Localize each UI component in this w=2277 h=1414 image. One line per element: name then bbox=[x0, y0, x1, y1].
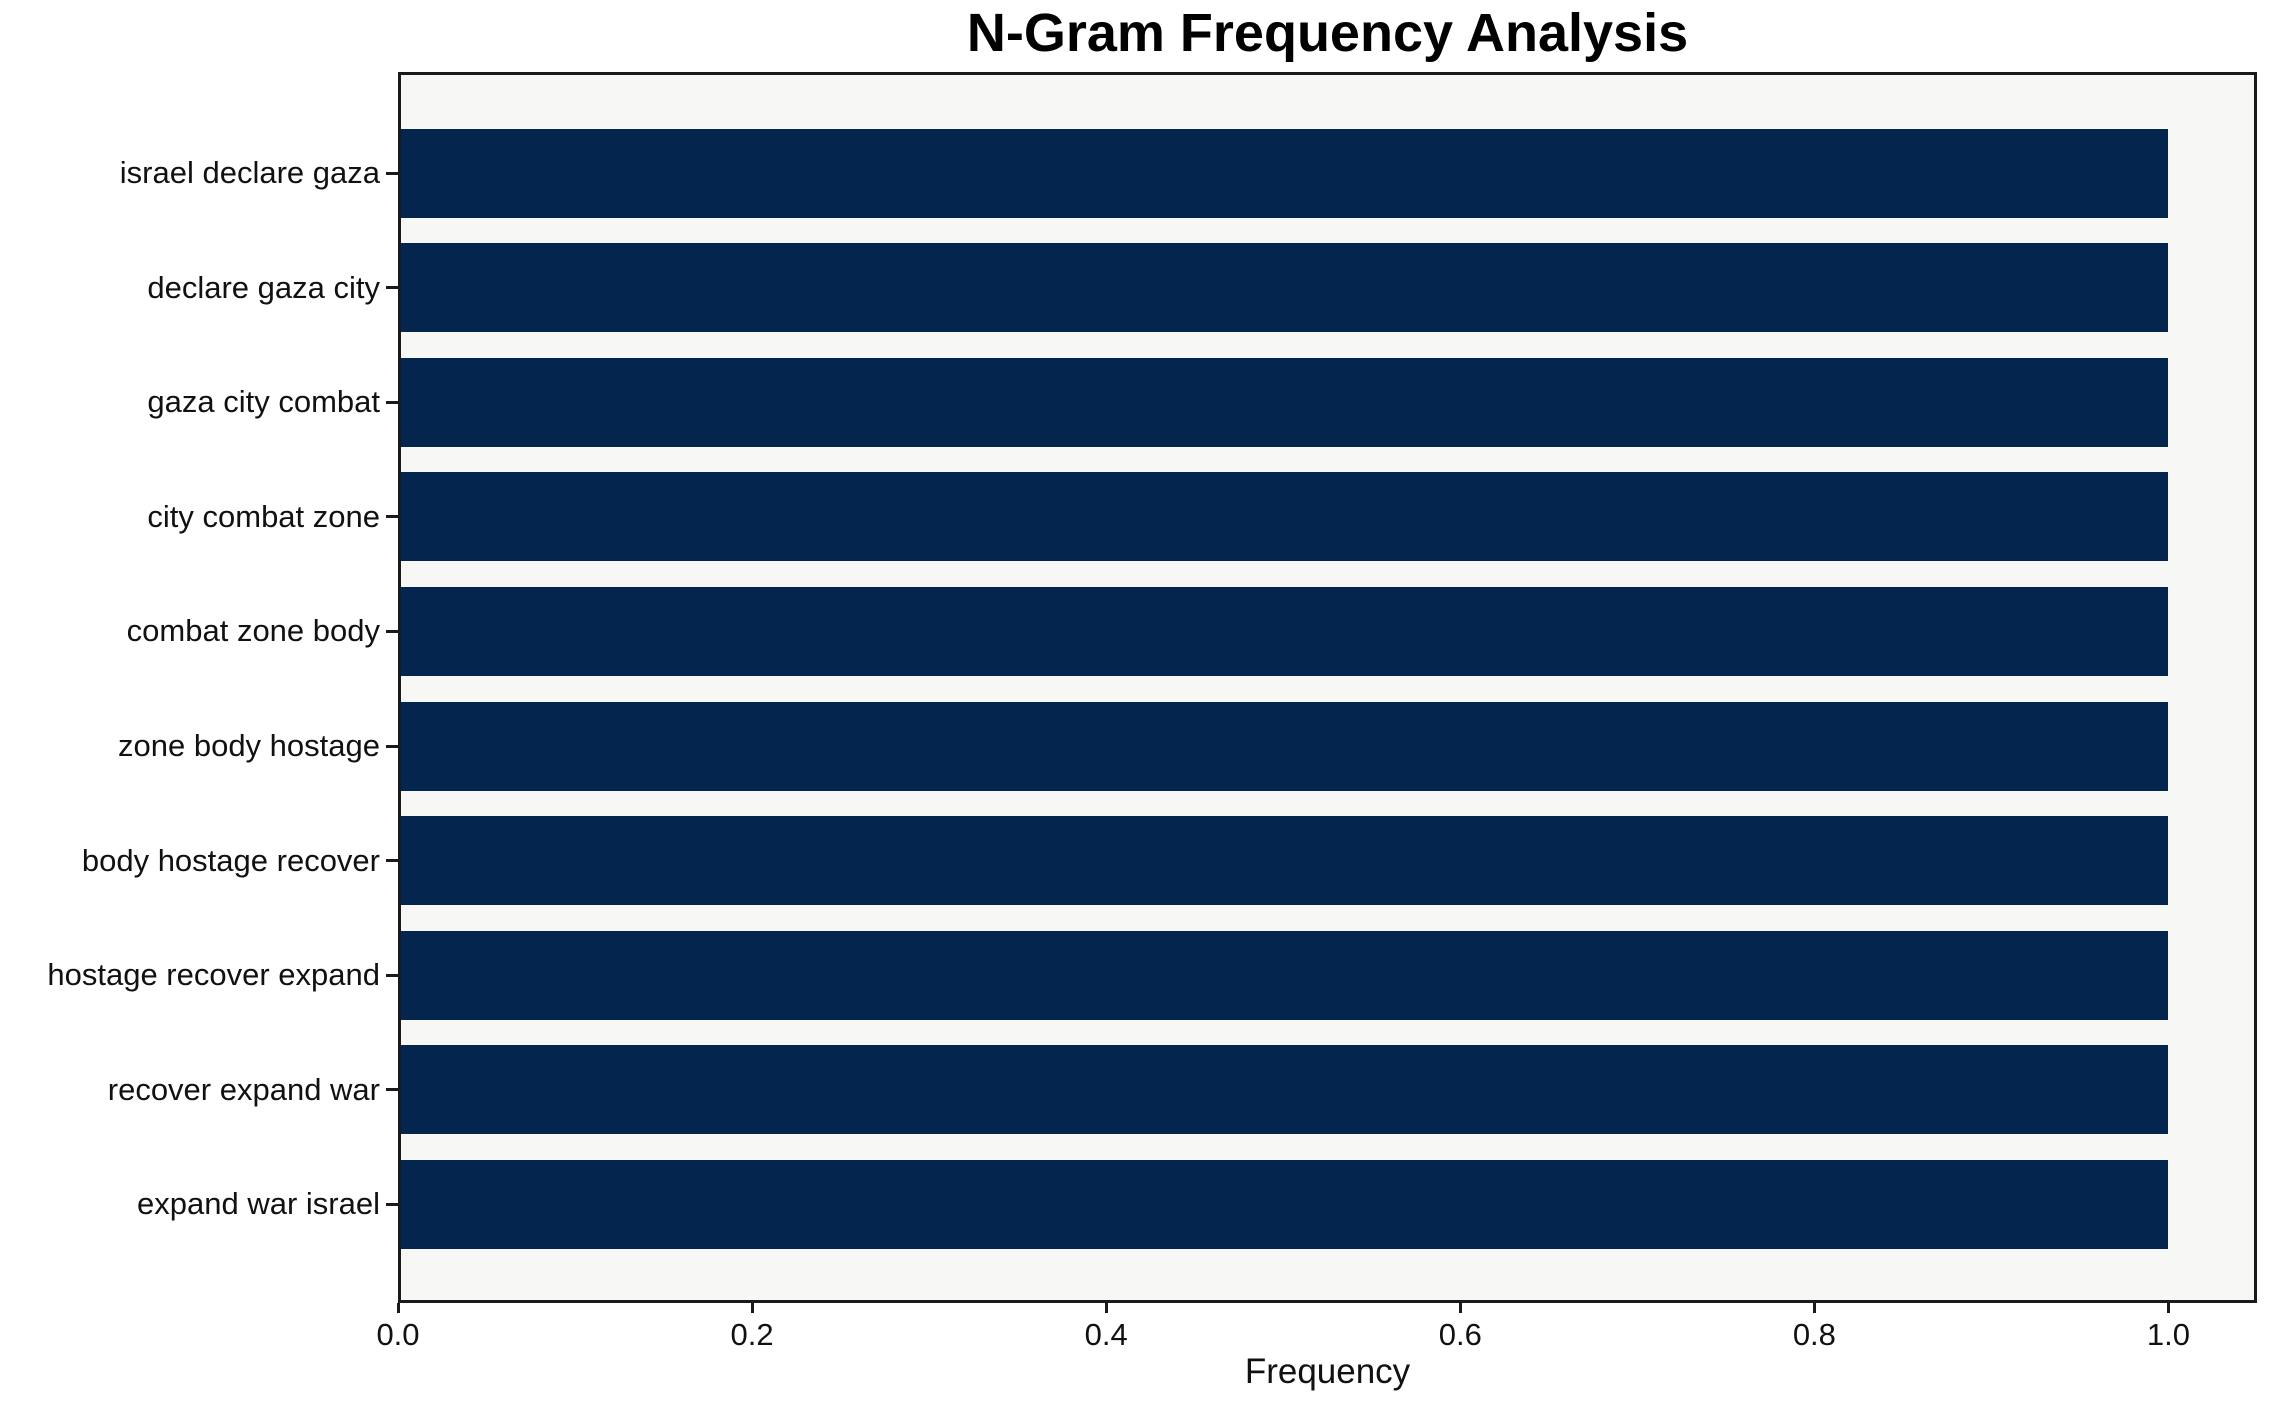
frequency-bar bbox=[398, 1045, 2168, 1135]
x-tick-label: 0.4 bbox=[1084, 1317, 1128, 1352]
x-tick-mark bbox=[1458, 1303, 1462, 1313]
frequency-bar bbox=[398, 586, 2168, 676]
y-tick-mark bbox=[386, 515, 398, 519]
frequency-bar bbox=[398, 128, 2168, 218]
y-tick-label: recover expand war bbox=[107, 1071, 380, 1107]
x-tick-label: 0.2 bbox=[730, 1317, 774, 1352]
frequency-bar bbox=[398, 930, 2168, 1020]
y-tick-mark bbox=[386, 629, 398, 633]
x-tick-label: 0.6 bbox=[1438, 1317, 1482, 1352]
frequency-bar bbox=[398, 472, 2168, 562]
x-tick-mark bbox=[2166, 1303, 2170, 1313]
frequency-bar bbox=[398, 1159, 2168, 1249]
x-tick-mark bbox=[1812, 1303, 1816, 1313]
y-tick-mark bbox=[386, 400, 398, 404]
x-tick-mark bbox=[750, 1303, 754, 1313]
y-tick-label: zone body hostage bbox=[118, 728, 380, 763]
y-tick-mark bbox=[386, 973, 398, 977]
x-tick-mark bbox=[396, 1303, 400, 1313]
y-tick-mark bbox=[386, 286, 398, 290]
y-tick-label: body hostage recover bbox=[81, 842, 380, 878]
y-tick-label: gaza city combat bbox=[147, 384, 380, 420]
frequency-bar bbox=[398, 243, 2168, 333]
y-tick-mark bbox=[386, 171, 398, 175]
y-tick-label: israel declare gaza bbox=[119, 155, 380, 190]
frequency-bar bbox=[398, 357, 2168, 447]
x-tick-label: 0.8 bbox=[1792, 1317, 1836, 1352]
x-axis-label: Frequency bbox=[1244, 1352, 1411, 1391]
y-tick-mark bbox=[386, 744, 398, 748]
frequency-bar bbox=[398, 701, 2168, 791]
y-tick-label: combat zone body bbox=[126, 613, 380, 649]
y-tick-mark bbox=[386, 1202, 398, 1206]
chart-title: N-Gram Frequency Analysis bbox=[966, 3, 1689, 63]
y-tick-label: hostage recover expand bbox=[47, 957, 380, 993]
frequency-bar bbox=[398, 816, 2168, 906]
y-tick-mark bbox=[386, 859, 398, 863]
x-tick-label: 0.0 bbox=[376, 1317, 420, 1352]
y-tick-label: expand war israel bbox=[137, 1186, 380, 1222]
y-tick-mark bbox=[386, 1088, 398, 1092]
x-tick-mark bbox=[1104, 1303, 1108, 1313]
y-tick-label: declare gaza city bbox=[147, 269, 380, 305]
y-tick-label: city combat zone bbox=[147, 498, 380, 534]
x-tick-label: 1.0 bbox=[2146, 1317, 2191, 1352]
